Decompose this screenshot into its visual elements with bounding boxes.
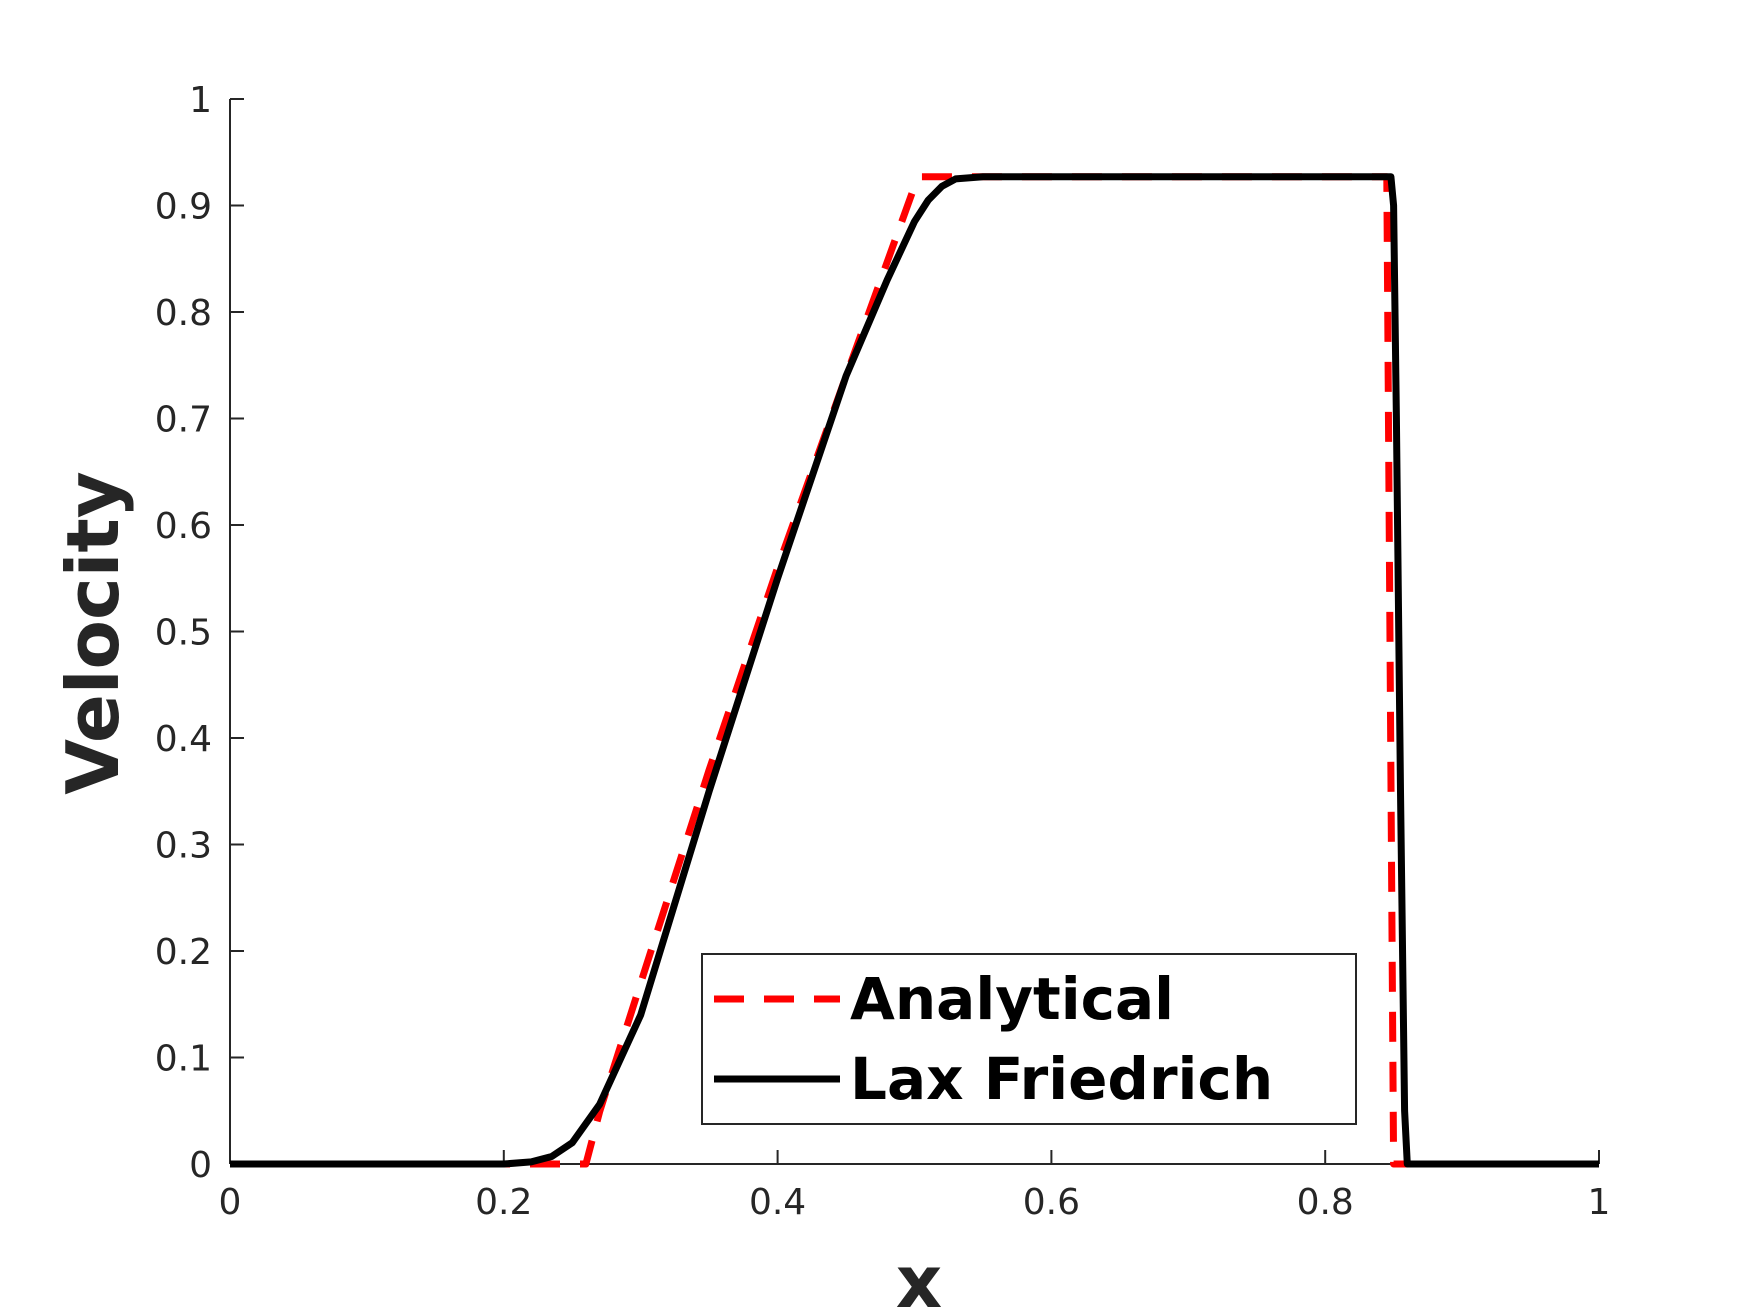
x-tick-label: 0: [219, 1182, 242, 1223]
y-tick-label: 0.8: [155, 293, 212, 334]
y-tick-label: 0.1: [155, 1039, 212, 1080]
legend-box: [701, 953, 1357, 1125]
y-tick-label: 0.6: [155, 506, 212, 547]
x-axis-title: x: [896, 1240, 942, 1313]
x-tick-label: 1: [1588, 1182, 1611, 1223]
y-tick-label: 1: [189, 80, 212, 121]
y-tick-label: 0.5: [155, 613, 212, 654]
x-tick-label: 0.6: [1023, 1182, 1080, 1223]
y-axis-title: Velocity: [51, 471, 135, 794]
y-tick-label: 0.2: [155, 932, 212, 973]
legend: Analytical Lax Friedrich: [701, 953, 1357, 1125]
x-tick-label: 0.4: [749, 1182, 806, 1223]
x-tick-label: 0.2: [475, 1182, 532, 1223]
legend-label-1: Lax Friedrich: [850, 1045, 1273, 1113]
legend-label-0: Analytical: [850, 965, 1174, 1033]
y-tick-label: 0.4: [155, 719, 212, 760]
series-layer: [230, 173, 1599, 1168]
y-tick-label: 0.7: [155, 400, 212, 441]
series-line-0: [230, 173, 1599, 1168]
y-tick-label: 0.9: [155, 187, 212, 228]
axes: 0 0.2 0.4 0.6 0.8 1 0 0.1 0.2 0.3 0.4 0.5 0.6 0.7 0.8 0…: [155, 80, 1611, 1223]
x-tick-label: 0.8: [1297, 1182, 1354, 1223]
y-tick-label: 0.3: [155, 826, 212, 867]
series-line-1: [230, 173, 1599, 1168]
y-tick-label: 0: [189, 1145, 212, 1186]
